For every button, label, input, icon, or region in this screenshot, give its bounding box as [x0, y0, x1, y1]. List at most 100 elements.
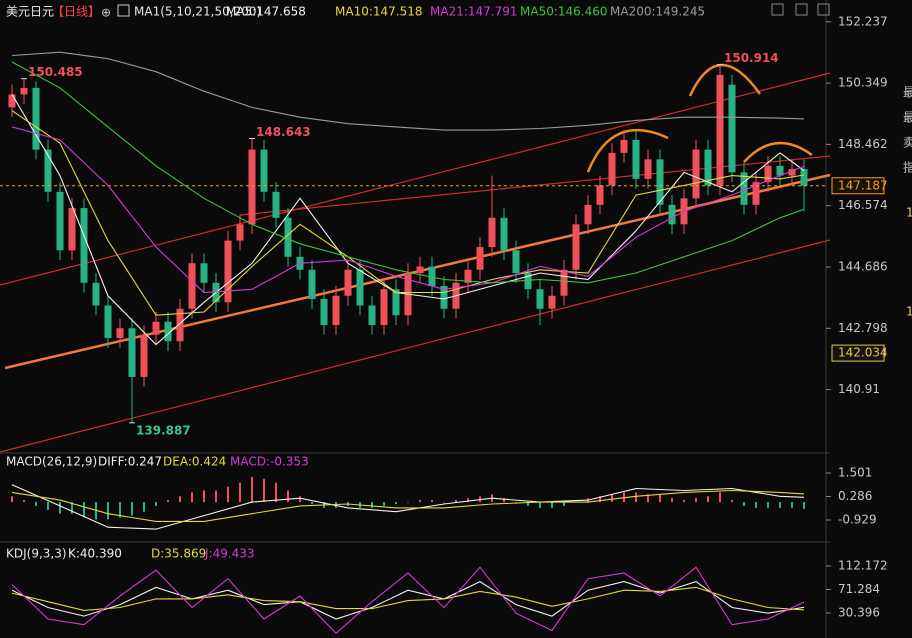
candle-body	[776, 165, 784, 176]
candle-body	[308, 269, 316, 300]
y-tick-label: 71.284	[838, 582, 880, 596]
channel-upper	[0, 72, 831, 286]
candle-body	[80, 208, 88, 283]
macd-bar	[131, 502, 133, 516]
legend-entry: K:40.390	[68, 547, 122, 561]
macd-bar	[467, 498, 469, 503]
macd-bar	[431, 500, 433, 503]
macd-bar	[539, 502, 541, 508]
candle-body	[740, 172, 748, 205]
candle-body	[128, 328, 136, 377]
candle-body	[380, 289, 388, 325]
candle-body	[344, 269, 352, 296]
macd-bar	[635, 492, 637, 503]
candle-body	[476, 247, 484, 270]
macd-bar	[191, 492, 193, 503]
macd-bar	[743, 502, 745, 506]
candle-body	[644, 159, 652, 179]
indicator-line	[11, 110, 805, 316]
candle-body	[608, 152, 616, 186]
panes	[0, 0, 830, 638]
side-text: 最	[903, 86, 912, 100]
legend-entry: MACD:-0.353	[230, 455, 309, 469]
candle-body	[788, 169, 796, 176]
pane-title: MACD(26,12,9)	[6, 455, 97, 469]
candle-body	[8, 94, 16, 108]
candle-body	[20, 87, 28, 95]
candle-body	[116, 328, 124, 338]
macd-bar	[659, 494, 661, 503]
macd-bar	[407, 502, 409, 503]
indicator: MA1(5,10,21,50,200)	[134, 5, 261, 19]
candle-body	[272, 191, 280, 218]
candle-body	[512, 250, 520, 274]
macd-bar	[551, 502, 553, 508]
candle-body	[536, 289, 544, 309]
candle-body	[752, 182, 760, 205]
candle-body	[188, 263, 196, 309]
legend-entry: MA50:146.460	[520, 5, 608, 19]
legend-entry: J:49.433	[204, 547, 255, 561]
y-tick-label: 112.172	[838, 559, 888, 573]
price-marker-label: 142.034	[838, 346, 888, 360]
candle-body	[44, 149, 52, 192]
macd-bar	[563, 502, 565, 506]
macd-bar	[71, 502, 73, 514]
candle-body	[668, 204, 676, 225]
candle-body	[440, 286, 448, 309]
indicator-line	[11, 489, 805, 522]
indicator-line	[11, 94, 805, 346]
window-button[interactable]	[771, 3, 784, 16]
candle-body	[104, 305, 112, 338]
macd-bar	[371, 502, 373, 508]
candle-body	[332, 295, 340, 325]
candle-body	[596, 185, 604, 205]
side-text: 1	[906, 206, 912, 220]
macd-bar	[47, 502, 49, 510]
candle-body	[764, 165, 772, 183]
y-tick-label: 144.686	[838, 259, 888, 273]
settings-icon[interactable]: ⊕	[101, 6, 111, 20]
annotation: 150.485	[28, 65, 83, 79]
y-tick-label: 146.574	[838, 198, 888, 212]
macd-bar	[611, 494, 613, 503]
candle-body	[428, 266, 436, 287]
macd-bar	[455, 500, 457, 503]
macd-bar	[299, 496, 301, 503]
price-marker-box	[831, 344, 885, 362]
macd-bar	[23, 500, 25, 503]
macd-bar	[443, 502, 445, 503]
window-button[interactable]	[817, 3, 830, 16]
macd-bar	[383, 502, 385, 506]
macd-bar	[203, 490, 205, 503]
legend-entry: DIFF:0.247	[98, 455, 162, 469]
candle-body	[572, 224, 580, 270]
macd-bar	[671, 498, 673, 503]
macd-bar	[143, 502, 145, 512]
y-tick-label: 152.237	[838, 14, 888, 28]
macd-bar	[803, 502, 805, 509]
macd-bar	[239, 482, 241, 503]
indicator-line	[11, 566, 805, 635]
pane-title: KDJ(9,3,3)	[6, 547, 67, 561]
candle-body	[416, 266, 424, 274]
candle-body	[548, 295, 556, 309]
candle-body	[620, 139, 628, 153]
y-tick-label: 150.349	[838, 76, 888, 90]
indicator-box[interactable]	[117, 4, 130, 17]
macd-bar	[251, 476, 253, 503]
candle-body	[716, 74, 724, 186]
macd-bar	[35, 502, 37, 506]
candle-body	[32, 87, 40, 150]
period[interactable]: 【日线】	[52, 5, 100, 19]
macd-bar	[155, 502, 157, 506]
window-button[interactable]	[795, 3, 808, 16]
candle-body	[164, 321, 172, 342]
y-tick-label: 142.798	[838, 321, 888, 335]
macd-bar	[275, 482, 277, 503]
annotation: 139.887	[136, 423, 191, 437]
indicator-line	[11, 51, 805, 131]
symbol: 美元日元	[6, 5, 54, 19]
y-tick-label: 140.91	[838, 382, 880, 396]
